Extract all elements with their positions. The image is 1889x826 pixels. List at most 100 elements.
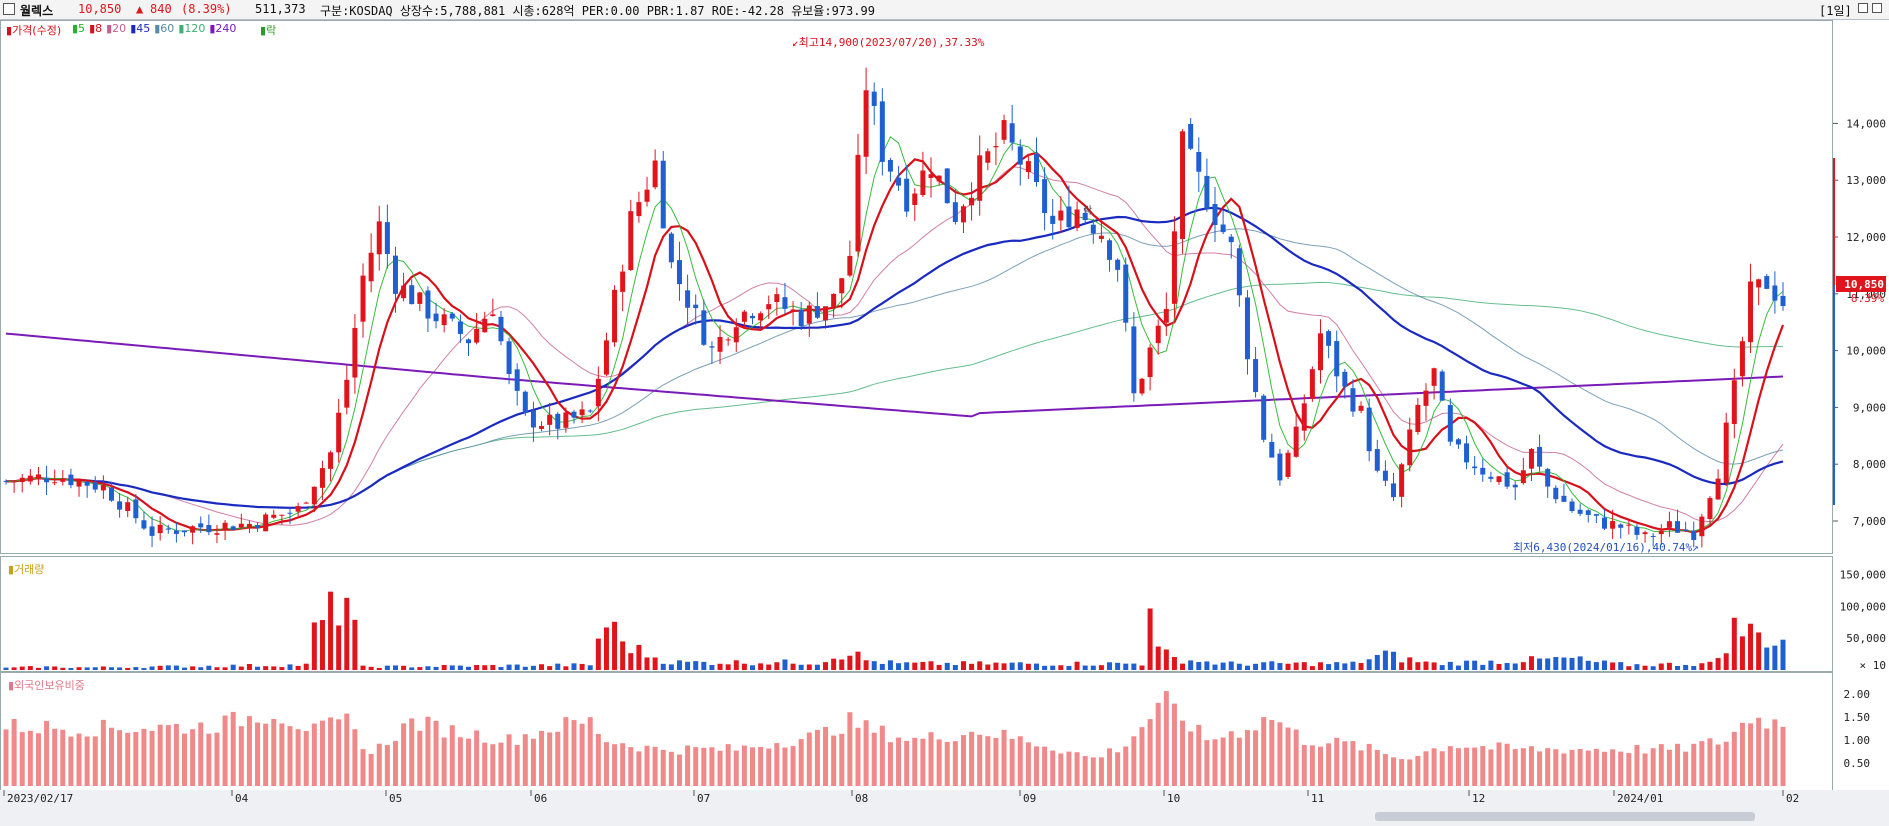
x-tick-label: 09: [1023, 792, 1036, 805]
volume-bar: [1147, 608, 1153, 670]
foreign-bar: [539, 730, 545, 786]
candle-body: [1171, 231, 1177, 304]
candle-body: [1066, 206, 1072, 228]
candle-body: [1504, 472, 1510, 487]
candle-body: [246, 523, 252, 528]
volume-bar: [1707, 661, 1713, 670]
foreign-bar: [1691, 743, 1697, 786]
rak-legend: ▮락: [260, 24, 277, 37]
volume-bar: [936, 664, 942, 670]
foreign-bar: [1180, 720, 1186, 786]
volume-bar: [1764, 647, 1770, 670]
foreign-bar: [612, 744, 618, 786]
foreign-bar: [157, 724, 163, 786]
restore-icon[interactable]: [1872, 3, 1882, 13]
candle-body: [1293, 426, 1299, 457]
candle-body: [482, 318, 488, 333]
foreign-bar: [985, 736, 991, 786]
volume-bar: [474, 664, 480, 670]
volume-bar: [530, 665, 536, 670]
candle-body: [1593, 514, 1599, 516]
candle-body: [1723, 422, 1729, 484]
foreign-bar: [1455, 748, 1461, 786]
foreign-bar: [782, 747, 788, 786]
foreign-bar: [530, 738, 536, 786]
volume-bar: [1058, 665, 1064, 670]
volume-bar: [457, 665, 463, 670]
volume-bar: [19, 666, 25, 670]
candle-body: [303, 502, 309, 504]
foreign-bar: [733, 750, 739, 786]
candle-body: [969, 197, 975, 206]
volume-bar: [230, 664, 236, 670]
volume-bar: [263, 666, 269, 670]
volume-tick-label: 50,000: [1846, 632, 1886, 645]
volume-bar: [539, 664, 545, 670]
candle-body: [1277, 453, 1283, 481]
foreign-bar: [676, 754, 682, 786]
volume-bar: [1472, 660, 1478, 670]
volume-bar: [52, 666, 58, 670]
volume-bar: [311, 622, 317, 670]
volume-tick-label: 150,000: [1840, 569, 1886, 582]
foreign-bar: [1277, 722, 1283, 786]
volume-bar: [1269, 661, 1275, 670]
candle-body: [1228, 236, 1234, 243]
foreign-bar: [977, 734, 983, 786]
current-price-label: 10,850: [1844, 278, 1884, 291]
foreign-bar: [1098, 757, 1104, 786]
maximize-icon[interactable]: [1858, 3, 1868, 13]
volume-bar: [376, 667, 382, 670]
candle-body: [1666, 521, 1672, 528]
candle-body: [1204, 175, 1210, 209]
foreign-bar: [1082, 756, 1088, 786]
candle-body: [157, 524, 163, 534]
volume-bar: [790, 663, 796, 670]
volume-bar: [1204, 661, 1210, 670]
period-selector[interactable]: [1일]: [1819, 4, 1852, 18]
volume-bar: [1293, 662, 1299, 670]
x-tick-label: 2023/02/17: [7, 792, 73, 805]
candle-body: [1115, 259, 1121, 270]
candle-body: [644, 189, 650, 202]
foreign-bar: [457, 737, 463, 786]
candle-body: [1675, 521, 1681, 533]
volume-bar: [76, 667, 82, 670]
volume-bar: [977, 661, 983, 670]
candle-body: [814, 306, 820, 318]
volume-bar: [1350, 661, 1356, 670]
foreign-bar: [76, 733, 82, 786]
volume-bar: [344, 597, 350, 670]
ma45-line: [5, 206, 1784, 509]
foreign-bar: [725, 744, 731, 786]
window-icon[interactable]: [3, 3, 15, 15]
volume-bar: [1699, 663, 1705, 670]
candle-body: [1642, 532, 1648, 535]
volume-bar: [766, 664, 772, 670]
volume-bar: [668, 664, 674, 670]
foreign-tick-label: 2.00: [1844, 688, 1871, 701]
foreign-bar: [198, 722, 204, 786]
candle-body: [733, 327, 739, 343]
foreign-bar: [1601, 751, 1607, 786]
foreign-bar: [60, 729, 66, 786]
volume-bar: [1074, 661, 1080, 670]
candle-body: [44, 478, 50, 483]
x-tick-label: 07: [697, 792, 710, 805]
volume-bar: [798, 664, 804, 670]
foreign-bar: [1358, 750, 1364, 786]
foreign-bar: [1074, 752, 1080, 786]
foreign-bar: [969, 731, 975, 786]
volume-legend: ▮거래량: [8, 563, 45, 576]
candle-body: [149, 526, 155, 536]
candle-body: [960, 206, 966, 223]
volume-bar: [1666, 662, 1672, 670]
candle-body: [1626, 524, 1632, 526]
foreign-bar: [547, 732, 553, 786]
candle-body: [1317, 333, 1323, 371]
horizontal-scrollbar[interactable]: [1375, 812, 1755, 821]
foreign-bar: [1334, 737, 1340, 786]
candle-body: [1050, 215, 1056, 224]
foreign-bar: [1496, 742, 1502, 786]
foreign-bar: [758, 746, 764, 786]
